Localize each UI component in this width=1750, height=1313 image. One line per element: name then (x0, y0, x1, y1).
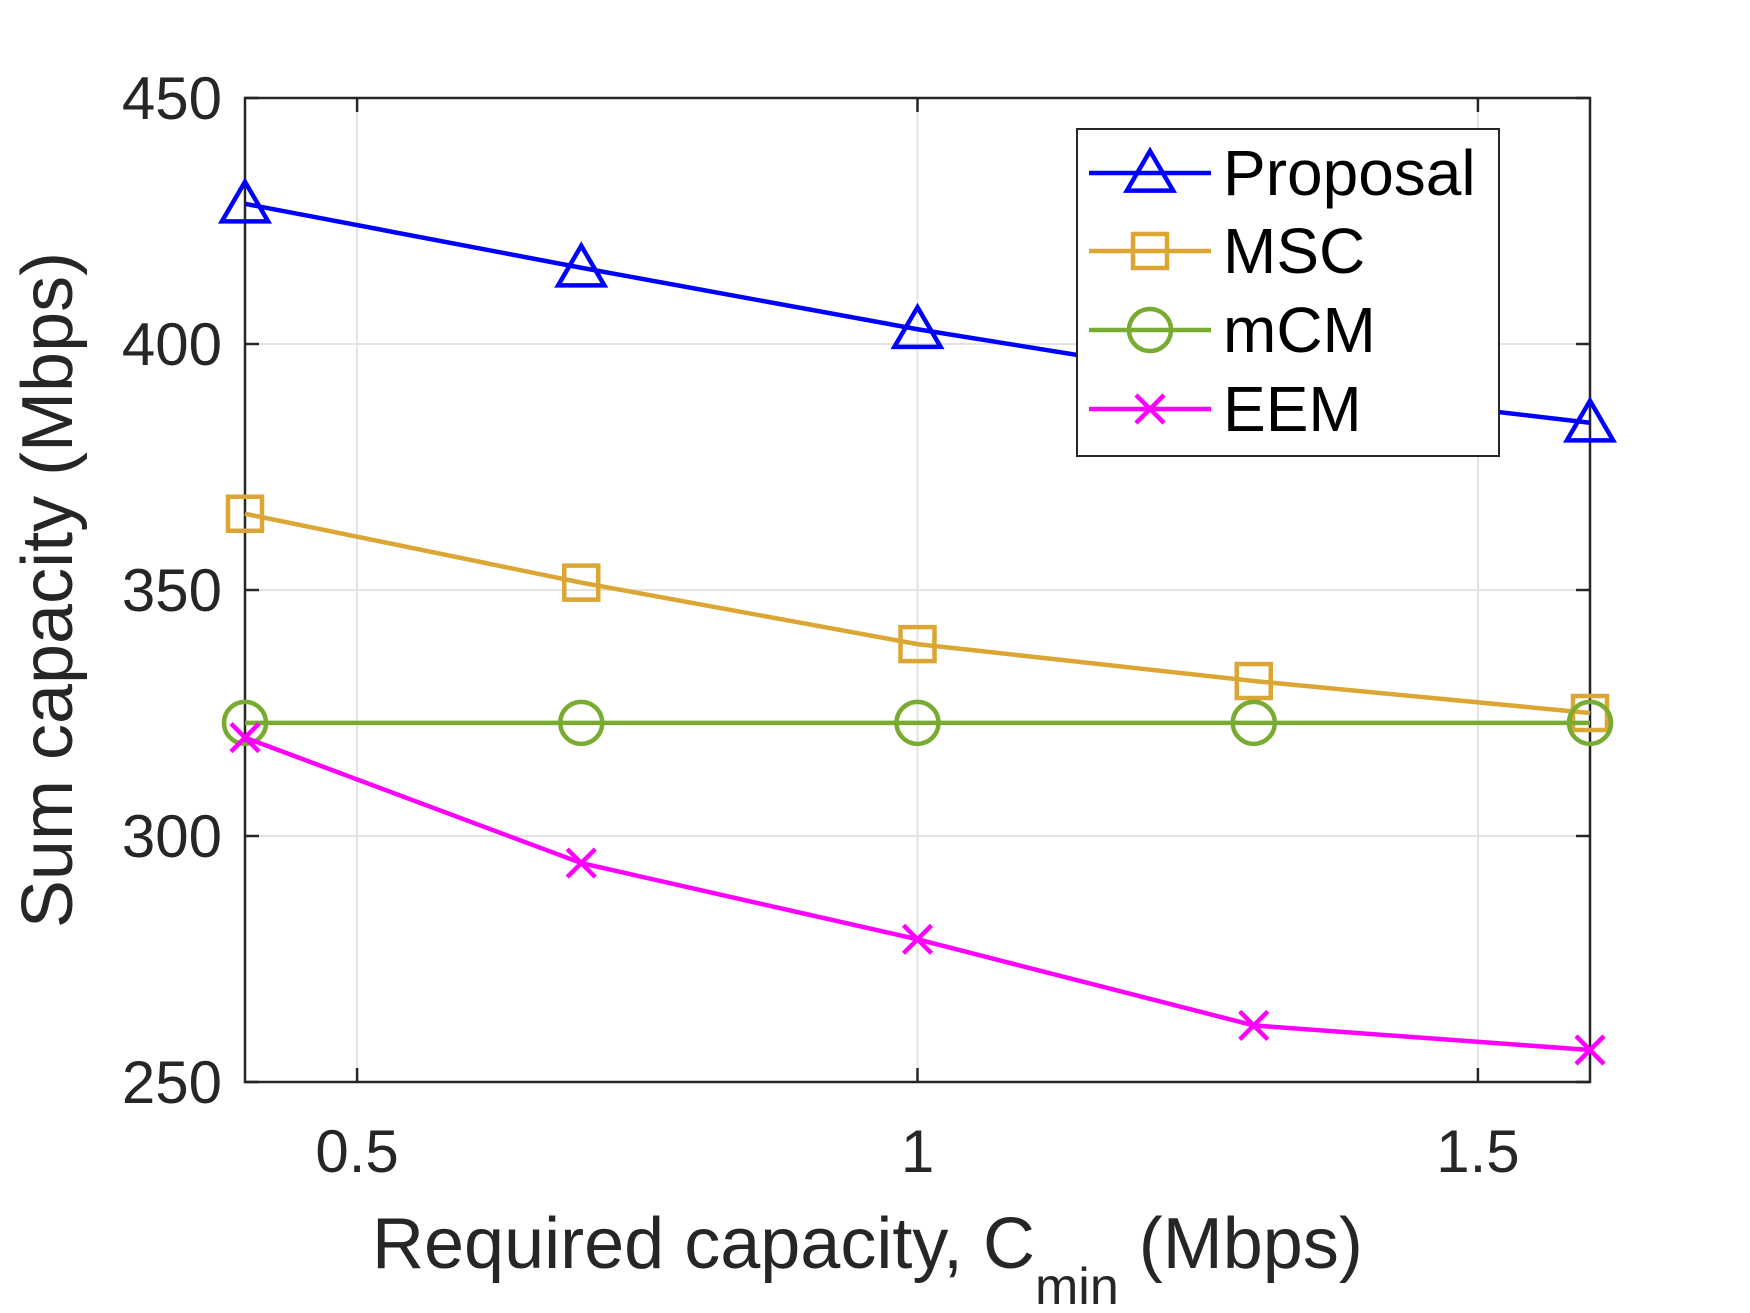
proposal-point (554, 241, 609, 288)
mcm-point (1566, 699, 1614, 747)
mcm-point (1230, 699, 1277, 747)
x-tick-label: 1 (901, 1118, 934, 1185)
x-axis-title: Required capacity, Cmin (Mbps) (372, 1204, 1363, 1313)
legend-label-eem: EEM (1223, 373, 1362, 445)
mcm-point (558, 699, 605, 747)
axes: 0.5 1 1.5 250 300 350 400 450 (122, 65, 1592, 1185)
eem-point (1238, 1009, 1270, 1042)
y-tick-label: 400 (122, 311, 222, 378)
eem-point (565, 847, 597, 879)
y-tick-label: 350 (122, 557, 222, 624)
y-tick-label: 450 (122, 65, 222, 132)
legend-marker-proposal (1122, 146, 1178, 193)
proposal-point (890, 302, 945, 350)
x-tick-label: 0.5 (315, 1118, 398, 1185)
series-mcm (221, 699, 1614, 747)
legend-marker-msc (1130, 231, 1170, 271)
msc-point (898, 624, 937, 664)
legend-label-proposal: Proposal (1223, 137, 1476, 209)
msc-point (1234, 661, 1273, 701)
y-tick-label: 250 (122, 1049, 222, 1116)
msc-line (244, 511, 1591, 716)
mcm-point (221, 699, 269, 747)
series-eem (229, 722, 1606, 1066)
x-axis-title-subscript: min (1035, 1258, 1119, 1313)
x-tick-label: 1.5 (1436, 1118, 1519, 1185)
series-layer (217, 177, 1618, 1066)
legend-marker-mcm (1126, 306, 1174, 354)
y-tick-label: 300 (122, 803, 222, 870)
legend-label-mcm: mCM (1223, 294, 1376, 366)
msc-point (562, 563, 601, 602)
x-axis-title-main: Required capacity, C (372, 1204, 1035, 1284)
eem-point (229, 722, 261, 754)
eem-point (1574, 1034, 1606, 1066)
proposal-point (217, 177, 273, 224)
legend-box (1076, 128, 1500, 457)
msc-point (225, 494, 265, 533)
mcm-point (894, 699, 941, 747)
x-axis-title-tail: (Mbps) (1119, 1204, 1363, 1284)
legend-marker-eem (1134, 393, 1166, 425)
proposal-point (1562, 396, 1618, 443)
y-axis-title: Sum capacity (Mbps) (8, 252, 88, 928)
eem-point (901, 923, 934, 955)
legend-label-msc: MSC (1223, 215, 1365, 287)
